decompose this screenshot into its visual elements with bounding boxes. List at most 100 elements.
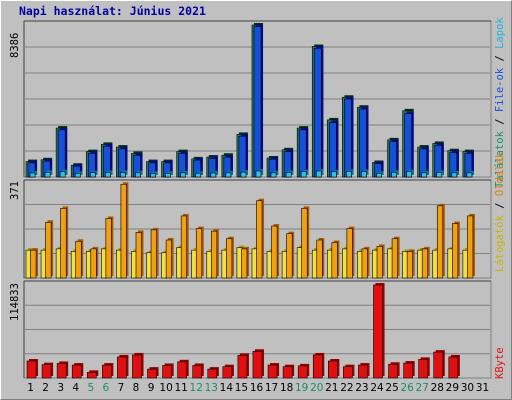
pages-viewed-bar-day-24 [376,246,383,279]
kbytes-bar-day-20 [312,354,323,379]
kbytes-bar-day-15 [237,355,248,379]
pages-viewed-bar-day-9 [150,229,157,279]
x-tick-day-28: 28 [430,382,444,394]
pages-bar-day-22 [346,171,352,178]
x-tick-day-9: 9 [147,382,155,394]
kbytes-bar-day-16 [252,350,263,379]
legend-part-1: / [494,196,506,216]
legend-part-0: Látogatók [494,215,506,272]
x-tick-day-31: 31 [475,382,490,394]
pages-bar-day-29 [451,172,458,178]
pages-viewed-bar-day-29 [452,223,459,279]
kbytes-bar-day-28 [433,351,444,379]
x-tick-day-8: 8 [132,382,140,394]
kbytes-bar-day-3 [56,363,67,379]
kbytes-bar-day-9 [147,368,157,379]
x-tick-day-29: 29 [445,382,460,394]
x-tick-day-14: 14 [219,382,234,394]
x-tick-day-22: 22 [340,382,354,394]
pages-viewed-bar-day-18 [286,233,293,279]
visits-ymax-label: 371 [9,181,21,200]
x-tick-day-3: 3 [57,382,64,394]
kbytes-bar-day-13 [207,368,218,379]
pages-bar-day-15 [240,171,247,178]
legend-part-4: Lapok [494,17,506,49]
kbytes-bar-day-12 [192,365,203,379]
legend-part-3: / [494,48,506,68]
pages-viewed-bar-day-2 [45,221,52,279]
pages-bar-day-30 [466,172,473,178]
pages-bar-day-20 [315,170,322,178]
pages-viewed-bar-day-26 [406,251,413,279]
pages-viewed-bar-day-15 [241,248,248,279]
x-tick-day-18: 18 [279,382,294,394]
kbytes-bar-day-26 [403,362,413,379]
x-tick-day-20: 20 [310,382,324,394]
x-tick-day-1: 1 [27,382,34,394]
x-tick-day-15: 15 [234,382,249,394]
pages-bar-day-19 [300,171,307,178]
pages-bar-day-10 [165,173,171,178]
kbytes-bar-day-27 [418,359,429,379]
pages-bar-day-23 [361,171,367,178]
x-tick-day-7: 7 [117,382,125,394]
pages-viewed-bar-day-8 [135,232,142,279]
kbytes-bar-day-21 [327,360,338,379]
kbytes-bar-day-23 [358,364,368,379]
kbytes-bar-day-25 [388,363,398,379]
pages-viewed-bar-day-19 [301,208,308,279]
pages-viewed-bar-day-7 [120,183,127,279]
pages-viewed-bar-day-22 [346,228,353,279]
x-tick-day-2: 2 [42,382,49,394]
pages-viewed-bar-day-4 [75,240,82,279]
pages-bar-day-17 [270,172,277,178]
x-tick-day-4: 4 [72,382,80,394]
kbytes-bar-day-4 [71,364,82,379]
pages-viewed-bar-day-10 [165,239,172,279]
pages-bar-day-16 [255,170,262,178]
pages-bar-day-5 [89,172,96,178]
kbytes-bar-day-22 [343,366,353,379]
pages-bar-day-9 [150,173,156,178]
kbytes-bar-day-7 [117,356,127,379]
kbytes-bar-day-10 [162,365,172,379]
files-bar-day-22 [344,98,352,178]
x-tick-day-12: 12 [189,382,203,394]
kbytes-bar-day-17 [267,364,278,379]
x-tick-day-6: 6 [102,382,110,394]
pages-bar-day-18 [285,172,292,178]
kbytes-bar-day-24 [373,284,383,379]
pages-bar-day-21 [330,171,337,178]
pages-bar-day-8 [135,172,141,178]
pages-bar-day-13 [210,172,217,178]
pages-bar-day-6 [105,172,111,178]
pages-bar-day-1 [29,172,36,178]
x-tick-day-27: 27 [415,382,429,394]
pages-viewed-bar-day-28 [436,205,444,279]
files-bar-day-16 [253,26,262,178]
x-tick-day-16: 16 [249,382,264,394]
pages-bar-day-27 [421,172,428,178]
legend-part-2: File-ok [494,67,506,113]
pages-viewed-bar-day-6 [105,218,112,279]
kbytes-bar-day-29 [448,356,459,379]
kbytes-bar-day-1 [26,360,37,379]
x-tick-day-5: 5 [87,382,95,394]
legend-part-0: KByte [494,347,506,379]
pages-bar-day-7 [120,172,126,178]
kbytes-bar-day-18 [282,366,293,379]
pages-viewed-bar-day-1 [30,249,37,279]
pages-viewed-bar-day-14 [226,238,233,279]
pages-viewed-bar-day-21 [331,242,338,279]
files-bar-day-23 [359,108,367,178]
pages-viewed-bar-day-20 [316,239,323,279]
kbytes-bar-day-14 [222,366,233,379]
pages-bar-day-28 [436,172,443,178]
pages-viewed-bar-day-3 [60,208,67,279]
pages-bar-day-26 [406,171,412,178]
x-tick-day-24: 24 [370,382,384,394]
pages-viewed-bar-day-16 [256,200,263,279]
kbytes-bar-day-2 [41,364,52,379]
pages-bar-day-11 [180,172,187,178]
